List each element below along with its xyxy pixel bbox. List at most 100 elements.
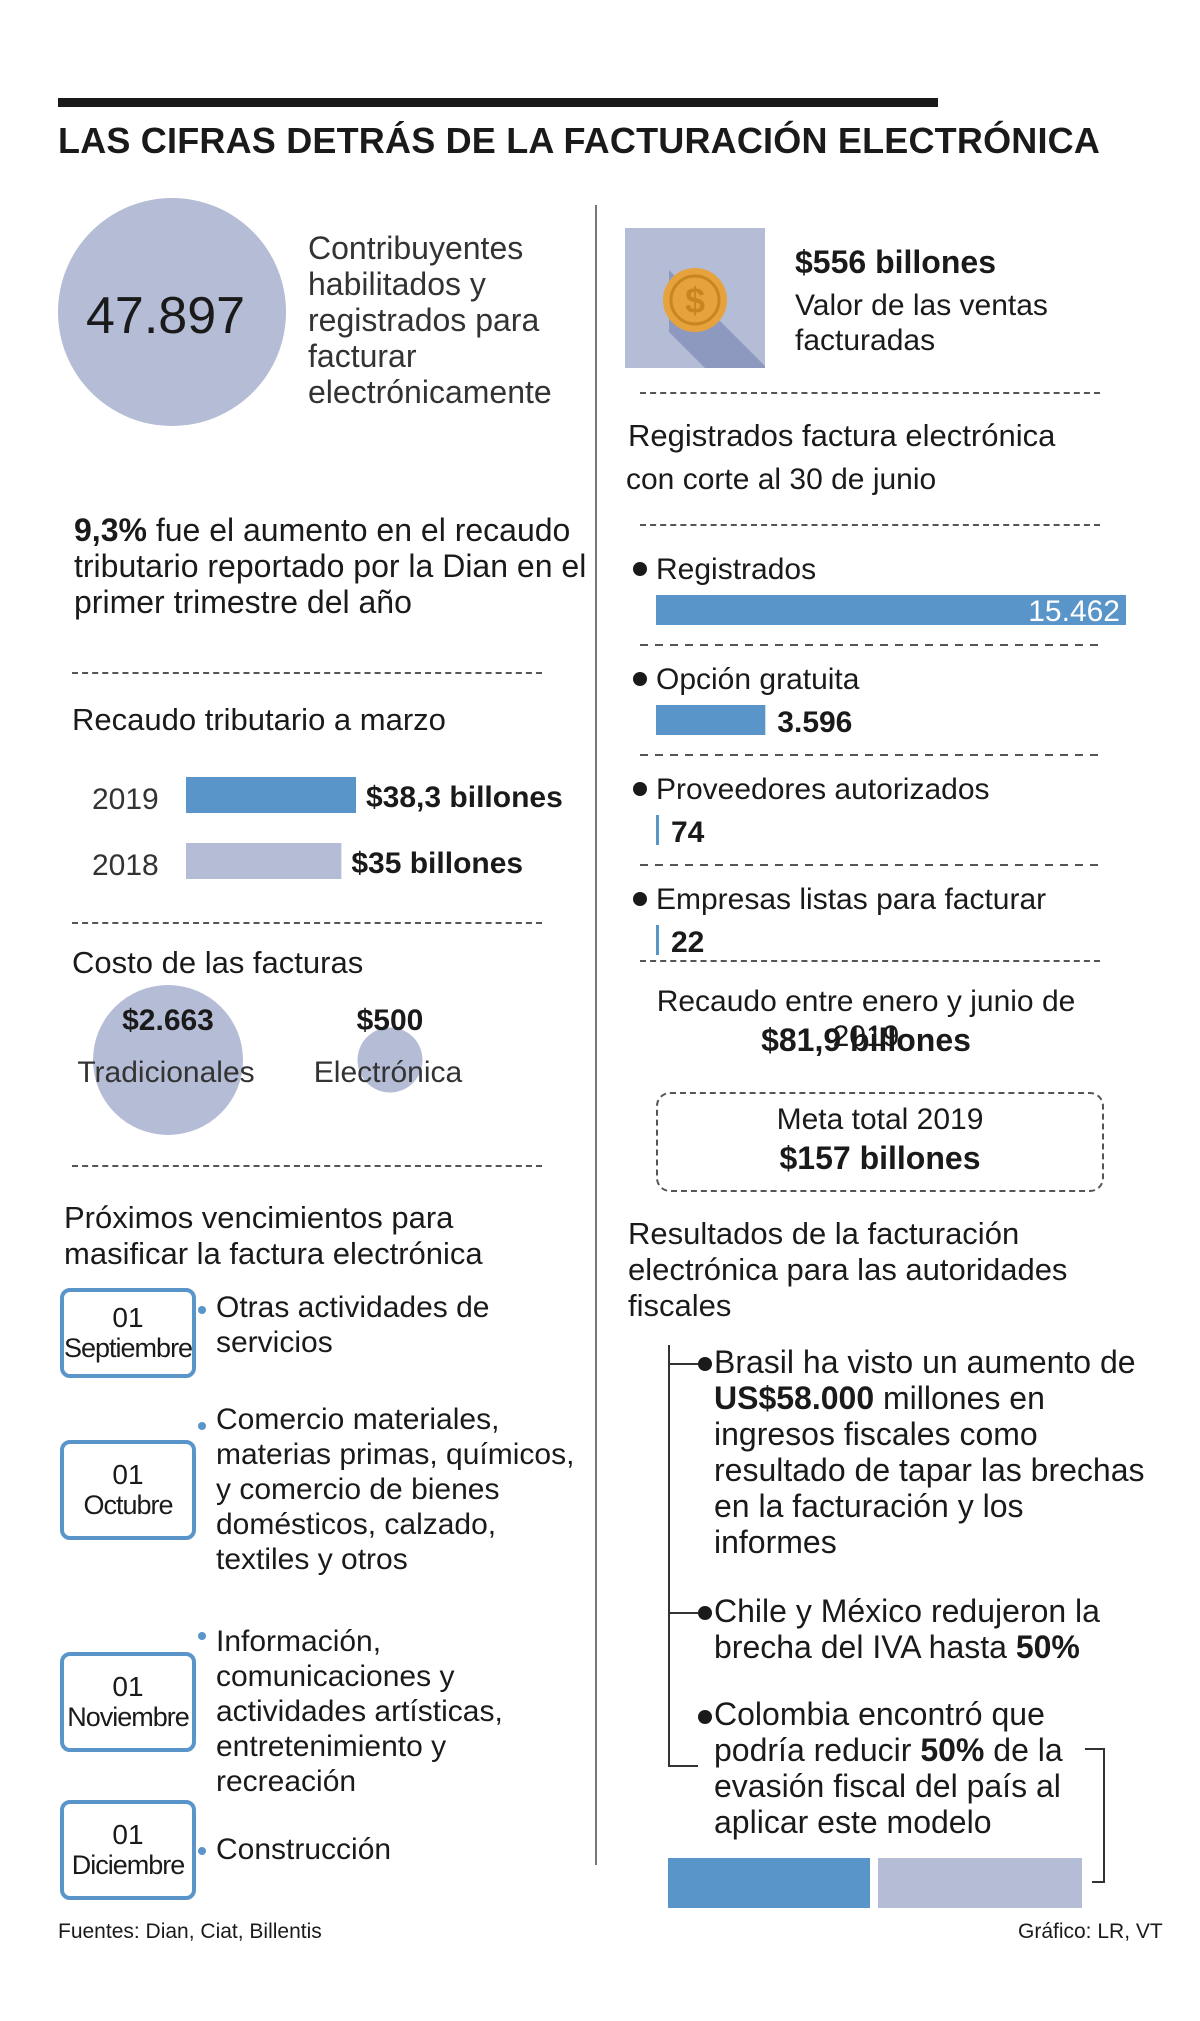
column-divider [595, 205, 597, 1865]
bullet-dot [198, 1306, 206, 1314]
registered-chart: Registrados 15.462 Opción gratuita 3.596 Pro… [633, 553, 1126, 955]
deadline-text: Información, comunicaciones y actividade… [216, 1625, 503, 1798]
tree-branch [668, 1612, 698, 1614]
cost-value-label: $2.663 [122, 1004, 214, 1037]
bar [186, 777, 356, 813]
date-day: 01 [112, 1819, 144, 1850]
year-label: 2018 [92, 849, 159, 882]
date-box: 01 Octubre [60, 1440, 196, 1540]
category-bullet [633, 562, 647, 576]
meta-label: Meta total 2019 [776, 1103, 984, 1136]
date-month: Diciembre [71, 1850, 186, 1880]
category-label: Proveedores autorizados [656, 773, 990, 806]
category-bullet [633, 672, 647, 686]
year-label: 2019 [92, 783, 159, 816]
bar-value-label: 22 [671, 926, 704, 955]
sales-icon-box: $ [625, 228, 765, 368]
tree-branch [668, 1363, 698, 1365]
result-text: Colombia encontró que podría reducir 50%… [714, 1696, 1084, 1840]
increase-body: fue el aumento en el recaudo tributario … [74, 512, 587, 620]
sales-label: Valor de las ventas facturadas [795, 289, 1048, 357]
bar [656, 925, 659, 955]
results-title: Resultados de la facturación electrónica… [628, 1216, 1068, 1323]
result-bold: 50% [920, 1732, 985, 1768]
deadline-text: Otras actividades de servicios [216, 1291, 490, 1359]
bullet-dot [198, 1847, 206, 1855]
date-box: 01 Septiembre [60, 1288, 196, 1378]
increase-highlight: 9,3% [74, 512, 147, 548]
bar-value-label: 15.462 [1028, 595, 1120, 628]
page-title: LAS CIFRAS DETRÁS DE LA FACTURACIÓN ELEC… [58, 120, 1101, 161]
divider [72, 672, 542, 674]
recaudo-semester-label: Recaudo entre enero y junio de 2019 [656, 985, 1076, 1053]
divider [640, 392, 1100, 394]
meta-box [656, 1092, 1104, 1192]
comparison-bar-recaudo [668, 1858, 870, 1908]
result-post: millones en ingresos fiscales como resul… [714, 1380, 1145, 1560]
result-bullet [698, 1606, 712, 1620]
date-box: 01 Diciembre [60, 1800, 196, 1900]
cost-chart: $2.663 Tradicionales $500 Electrónica [77, 985, 463, 1135]
divider [640, 960, 1100, 962]
bar-value-label: 74 [671, 816, 705, 849]
divider [72, 922, 542, 924]
deadline-text: Comercio materiales, materias primas, qu… [216, 1403, 575, 1576]
date-month: Noviembre [67, 1702, 190, 1732]
bar [656, 815, 659, 845]
top-rule [58, 98, 938, 107]
increase-text: 9,3% fue el aumento en el recaudo tribut… [74, 512, 594, 620]
bar [656, 595, 1126, 625]
result-bold: US$58.000 [714, 1380, 875, 1416]
cost-bubble [357, 1027, 423, 1093]
sources: Fuentes: Dian, Ciat, Billentis [58, 1920, 322, 1943]
tree-branch [668, 1765, 698, 1767]
credit: Gráfico: LR, VT [1018, 1920, 1163, 1943]
deadlines-title: Próximos vencimientos para masificar la … [64, 1200, 483, 1271]
recaudo-semester-value: $81,9 billones [761, 1022, 971, 1058]
tree-line [668, 1345, 670, 1765]
bullet-dot [198, 1422, 206, 1430]
result-post: de la evasión fiscal del país al aplicar… [714, 1732, 1063, 1840]
bar-value-label: 3.596 [777, 706, 852, 739]
date-day: 01 [112, 1671, 144, 1702]
recaudo-chart: 2019 $38,3 billones 2018 $35 billones [92, 777, 563, 882]
date-box: 01 Noviembre [60, 1652, 196, 1752]
result-pre: Chile y México redujeron la brecha del I… [714, 1593, 1100, 1665]
cost-value-label: $500 [357, 1004, 424, 1037]
date-day: 01 [112, 1459, 144, 1490]
bar [656, 705, 766, 735]
contributors-description: Contribuyentes habilitados y registrados… [308, 230, 552, 410]
bracket-top [1085, 1748, 1103, 1750]
sales-value: $556 billones [795, 244, 996, 280]
result-text: Chile y México redujeron la brecha del I… [714, 1593, 1154, 1665]
cost-bubble [93, 985, 243, 1135]
bracket-bottom [1092, 1881, 1105, 1883]
divider [72, 1165, 542, 1167]
deadline-text: Construcción [216, 1833, 392, 1866]
category-label: Registrados [656, 553, 816, 586]
cost-title: Costo de las facturas [72, 945, 364, 980]
date-month: Octubre [83, 1490, 173, 1520]
cost-category-label: Tradicionales [77, 1056, 254, 1089]
category-bullet [633, 782, 647, 796]
meta-value: $157 billones [779, 1140, 981, 1176]
category-bullet [633, 892, 647, 906]
date-month: Septiembre [64, 1333, 193, 1363]
result-bullet [698, 1710, 712, 1724]
registered-title: Registrados factura electrónica [628, 418, 1056, 453]
bar-value-label: $35 billones [351, 847, 523, 880]
result-pre: Brasil ha visto un aumento de [714, 1344, 1136, 1380]
comparison-bar-meta [878, 1858, 1082, 1908]
contributors-circle [58, 198, 286, 426]
bracket-side [1103, 1748, 1105, 1883]
category-label: Empresas listas para facturar [656, 883, 1046, 916]
bar-value-label: $38,3 billones [366, 781, 563, 814]
contributors-number: 47.897 [86, 287, 246, 345]
bullet-dot [198, 1632, 206, 1640]
divider [640, 524, 1100, 526]
result-bullet [698, 1357, 712, 1371]
date-day: 01 [112, 1302, 144, 1333]
category-label: Opción gratuita [656, 663, 860, 696]
dollar-coin-icon: $ [663, 268, 765, 368]
result-text: Brasil ha visto un aumento de US$58.000 … [714, 1344, 1154, 1560]
